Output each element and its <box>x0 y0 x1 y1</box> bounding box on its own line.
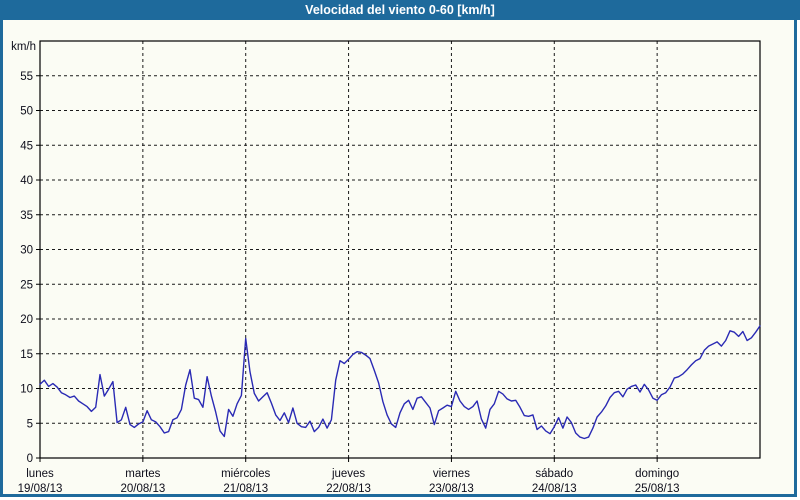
x-date-label: 23/08/13 <box>429 483 474 495</box>
x-day-label: lunes <box>26 468 54 480</box>
x-day-label: jueves <box>331 468 365 480</box>
y-axis-unit-label: km/h <box>11 41 36 53</box>
x-date-label: 19/08/13 <box>18 483 63 495</box>
y-tick-label: 0 <box>27 453 33 465</box>
y-tick-label: 45 <box>20 140 33 152</box>
x-date-label: 25/08/13 <box>635 483 680 495</box>
x-day-label: domingo <box>635 468 679 480</box>
x-date-label: 24/08/13 <box>532 483 577 495</box>
y-tick-label: 30 <box>20 245 33 257</box>
title-bar: Velocidad del viento 0-60 [km/h] <box>0 0 800 20</box>
x-day-label: sábado <box>535 468 573 480</box>
y-tick-label: 55 <box>20 71 33 83</box>
y-tick-label: 50 <box>20 106 33 118</box>
y-tick-label: 20 <box>20 314 33 326</box>
x-day-label: miércoles <box>221 468 270 480</box>
y-tick-label: 15 <box>20 349 33 361</box>
y-tick-label: 25 <box>20 279 33 291</box>
y-tick-label: 10 <box>20 384 33 396</box>
x-day-label: martes <box>125 468 160 480</box>
x-date-label: 21/08/13 <box>223 483 268 495</box>
y-tick-label: 40 <box>20 175 33 187</box>
x-day-label: viernes <box>433 468 470 480</box>
plot-frame <box>39 40 761 459</box>
x-date-label: 22/08/13 <box>326 483 371 495</box>
x-date-label: 20/08/13 <box>120 483 165 495</box>
y-tick-label: 5 <box>27 418 33 430</box>
y-tick-label: 35 <box>20 210 33 222</box>
wind-speed-line <box>39 325 761 440</box>
chart-title: Velocidad del viento 0-60 [km/h] <box>305 3 495 17</box>
